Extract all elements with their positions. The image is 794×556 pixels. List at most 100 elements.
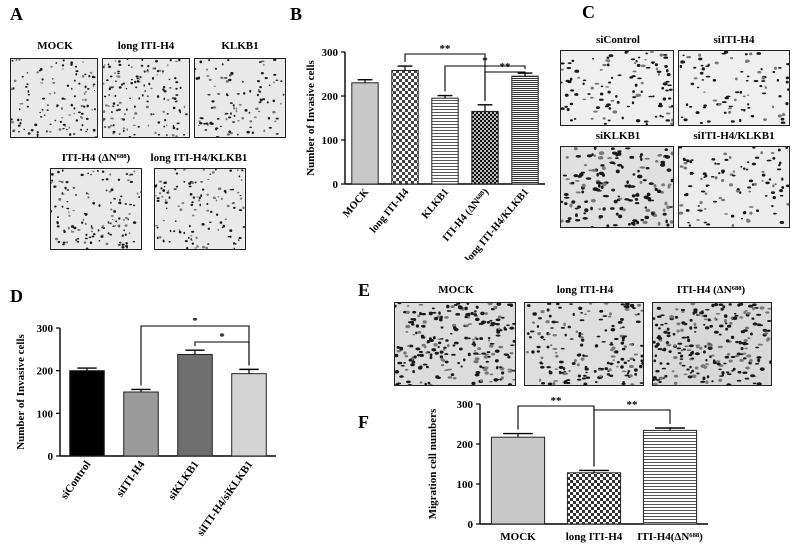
cell-dot [767,329,771,332]
cell-dot [724,96,729,100]
cell-dot [413,355,417,359]
cell-dot [745,79,749,82]
cell-dot [88,74,91,78]
cell-dot [615,94,618,98]
cell-dot [631,101,635,105]
cell-dot [661,367,667,370]
cell-dot [93,108,96,111]
cell-dot [246,130,250,134]
cell-dot [630,58,636,61]
cell-dot [634,372,638,376]
cell-dot [703,318,709,321]
cell-dot [480,311,485,316]
cell-dot [183,105,186,109]
cell-dot [726,352,731,356]
cell-dot [235,110,238,113]
cell-dot [110,215,114,217]
cell-dot [242,226,245,228]
cell-dot [39,111,41,114]
cell-dot [507,368,513,371]
cell-dot [648,95,653,98]
cell-dot [167,64,169,67]
cell-dot [453,341,459,345]
cell-dot [657,335,661,339]
cell-dot [704,345,707,348]
cell-dot [699,346,703,350]
cell-dot [682,348,686,351]
cell-dot [645,196,652,200]
cell-dot [709,324,714,328]
cell-dot [563,322,567,327]
cell-dot [701,79,705,81]
cell-dot [604,367,609,371]
cell-dot [680,328,684,332]
cell-dot [585,371,588,374]
cell-dot [188,225,191,228]
cell-dot [680,60,686,64]
cell-dot [565,156,569,159]
cell-dot [130,66,133,69]
cell-dot [474,310,477,313]
cell-dot [495,378,500,381]
cell-dot [747,161,750,164]
cell-dot [714,303,719,307]
cell-dot [421,312,427,316]
cell-dot [446,310,452,312]
cell-dot [617,74,622,77]
cell-dot [728,303,732,306]
cell-dot [620,303,625,306]
cell-dot [103,64,106,66]
cell-dot [625,303,630,306]
cell-dot [444,353,449,356]
cell-dot [11,118,13,121]
cell-dot [608,107,612,110]
cell-dot [679,354,684,358]
cell-dot [698,53,702,57]
cell-dot [488,344,494,348]
cell-dot [487,355,491,358]
cell-dot [225,79,230,83]
panel-e-label-iti-h4-dn688: ITI-H4 (ΔN⁶⁸⁸) [676,284,746,296]
cell-dot [433,316,439,321]
cell-dot [749,332,753,336]
cell-dot [489,324,495,327]
cell-dot [571,59,575,63]
cell-dot [597,156,604,160]
cell-dot [206,209,210,212]
cell-dot [84,237,88,240]
cell-dot [101,227,104,229]
cell-dot [666,343,670,347]
cell-dot [87,87,90,90]
cell-dot [122,82,125,85]
cell-dot [742,211,746,215]
cell-dot [637,312,640,316]
cell-dot [591,57,595,60]
cell-dot [561,219,564,223]
cell-dot [567,325,571,329]
cell-dot [571,181,575,185]
cell-dot [257,80,260,83]
cell-dot [90,227,94,230]
cell-dot [620,341,625,345]
cell-dot [80,112,84,115]
cell-dot [606,361,610,365]
cell-dot [586,310,591,313]
cell-dot [734,354,740,358]
cell-dot [617,163,623,167]
cell-dot [711,158,716,161]
cell-dot [80,221,84,224]
cell-dot [397,303,402,305]
cell-dot [48,92,52,95]
cell-dot [237,133,239,136]
cell-dot [110,208,113,211]
cell-dot [777,168,782,171]
cell-dot [627,369,631,373]
cell-dot [632,219,638,223]
cell-dot [66,84,70,87]
cell-dot [730,335,735,340]
cell-dot [744,309,748,312]
cell-dot [158,192,162,195]
cell-dot [89,71,93,74]
cell-dot [68,114,72,116]
cell-dot [746,75,750,78]
